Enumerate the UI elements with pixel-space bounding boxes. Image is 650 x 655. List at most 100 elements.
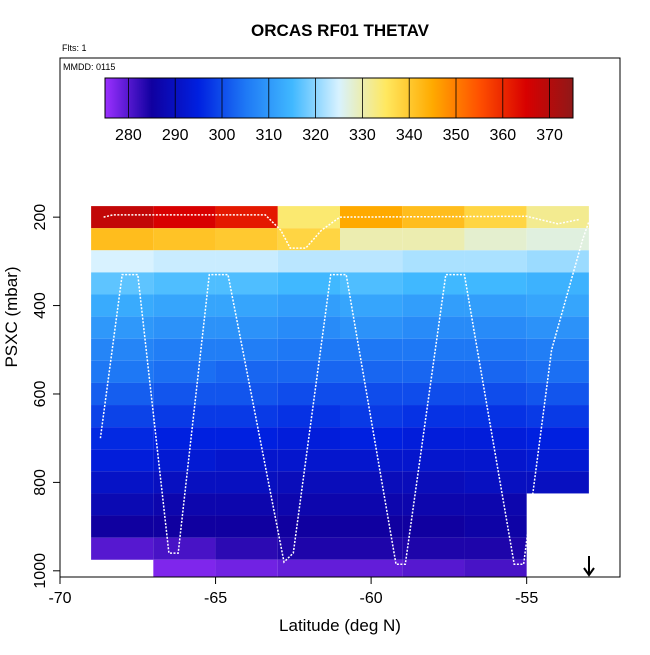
heatmap-cell bbox=[464, 493, 527, 516]
heatmap-cell bbox=[402, 537, 465, 560]
heatmap-cell bbox=[215, 338, 278, 361]
heatmap-cell bbox=[402, 206, 465, 229]
heatmap-cell bbox=[215, 559, 278, 577]
heatmap-cell bbox=[91, 493, 154, 516]
heatmap-cell bbox=[277, 493, 340, 516]
heatmap-cell bbox=[402, 228, 465, 251]
heatmap-cell bbox=[526, 206, 589, 229]
heatmap-cell bbox=[464, 272, 527, 295]
heatmap-cell bbox=[526, 338, 589, 361]
chart-title: ORCAS RF01 THETAV bbox=[251, 21, 430, 40]
heatmap-cell bbox=[277, 338, 340, 361]
heatmap-cell bbox=[402, 382, 465, 406]
y-tick-label: 400 bbox=[32, 292, 49, 319]
x-tick-label: -60 bbox=[360, 590, 383, 607]
heatmap-cell bbox=[402, 515, 465, 538]
heatmap-cell bbox=[91, 338, 154, 361]
heatmap-cell bbox=[153, 559, 216, 577]
heatmap-cell bbox=[464, 382, 527, 406]
heatmap-cell bbox=[402, 449, 465, 472]
heatmap-cell bbox=[340, 449, 403, 472]
heatmap-cell bbox=[464, 471, 527, 494]
heatmap-cell bbox=[91, 405, 154, 428]
heatmap-cell bbox=[340, 559, 403, 577]
heatmap-cell bbox=[277, 515, 340, 538]
heatmap-cell bbox=[277, 294, 340, 317]
colorbar-tick-label: 370 bbox=[536, 127, 563, 144]
heatmap-cell bbox=[526, 471, 589, 494]
colorbar-tick-label: 280 bbox=[115, 127, 142, 144]
heatmap-cell bbox=[402, 471, 465, 494]
colorbar-tick-label: 350 bbox=[443, 127, 470, 144]
heatmap-cell bbox=[277, 382, 340, 406]
heatmap-cell bbox=[215, 537, 278, 560]
heatmap-cell bbox=[464, 294, 527, 317]
heatmap-cell bbox=[153, 471, 216, 494]
heatmap-cell bbox=[526, 272, 589, 295]
heatmap-cell bbox=[402, 316, 465, 339]
heatmap-cell bbox=[340, 228, 403, 251]
heatmap-cell bbox=[153, 382, 216, 406]
heatmap-cell bbox=[153, 427, 216, 450]
heatmap-cell bbox=[153, 228, 216, 251]
y-tick-label: 1000 bbox=[32, 553, 49, 589]
heatmap-cell bbox=[153, 360, 216, 383]
heatmap-cell bbox=[402, 405, 465, 428]
heatmap-cell bbox=[526, 427, 589, 450]
heatmap-cell bbox=[215, 294, 278, 317]
heatmap-cell bbox=[464, 537, 527, 560]
heatmap-cell bbox=[340, 316, 403, 339]
heatmap-cell bbox=[277, 316, 340, 339]
heatmap-cell bbox=[215, 228, 278, 251]
heatmap-cell bbox=[91, 449, 154, 472]
heatmap-cell bbox=[91, 206, 154, 229]
flight-track bbox=[99, 214, 590, 565]
heatmap-cell bbox=[526, 449, 589, 472]
heatmap-cell bbox=[215, 272, 278, 295]
heatmap-cell bbox=[91, 382, 154, 406]
heatmap-cell bbox=[91, 294, 154, 317]
heatmap-cell bbox=[215, 449, 278, 472]
heatmap-cell bbox=[91, 272, 154, 295]
heatmap-cell bbox=[153, 250, 216, 273]
heatmap-cell bbox=[91, 471, 154, 494]
x-tick-label: -70 bbox=[48, 590, 71, 607]
heatmap-cell bbox=[153, 206, 216, 229]
heatmap-cell bbox=[215, 316, 278, 339]
heatmap-cell bbox=[153, 515, 216, 538]
y-tick-label: 800 bbox=[32, 469, 49, 496]
heatmap-cell bbox=[215, 382, 278, 406]
heatmap-cell bbox=[277, 250, 340, 273]
heatmap-cell bbox=[91, 360, 154, 383]
heatmap-cell bbox=[153, 316, 216, 339]
heatmap-cell bbox=[91, 537, 154, 560]
heatmap-cell bbox=[277, 537, 340, 560]
heatmap-cell bbox=[340, 206, 403, 229]
date-note: MMDD: 0115 bbox=[63, 62, 115, 72]
heatmap-cell bbox=[277, 405, 340, 428]
heatmap-cell bbox=[215, 515, 278, 538]
heatmap-cell bbox=[153, 537, 216, 560]
colorbar-tick-label: 290 bbox=[162, 127, 189, 144]
plot-frame bbox=[59, 57, 621, 578]
heatmap-cell bbox=[526, 250, 589, 273]
y-tick-label: 200 bbox=[32, 204, 49, 231]
heatmap-cell bbox=[91, 515, 154, 538]
heatmap-cell bbox=[340, 471, 403, 494]
heatmap-cell bbox=[464, 449, 527, 472]
heatmap-cell bbox=[340, 294, 403, 317]
colorbar bbox=[104, 77, 574, 119]
heatmap-cell bbox=[526, 382, 589, 406]
heatmap-cell bbox=[340, 515, 403, 538]
heatmap-cell bbox=[402, 427, 465, 450]
heatmap-cell bbox=[277, 449, 340, 472]
heatmap-cell bbox=[91, 228, 154, 251]
heatmap-cell bbox=[402, 272, 465, 295]
heatmap-cell bbox=[153, 493, 216, 516]
heatmap-cell bbox=[402, 360, 465, 383]
heatmap-cell bbox=[91, 427, 154, 450]
heatmap-cell bbox=[215, 405, 278, 428]
x-tick-label: -55 bbox=[515, 590, 538, 607]
heatmap-cell bbox=[215, 493, 278, 516]
